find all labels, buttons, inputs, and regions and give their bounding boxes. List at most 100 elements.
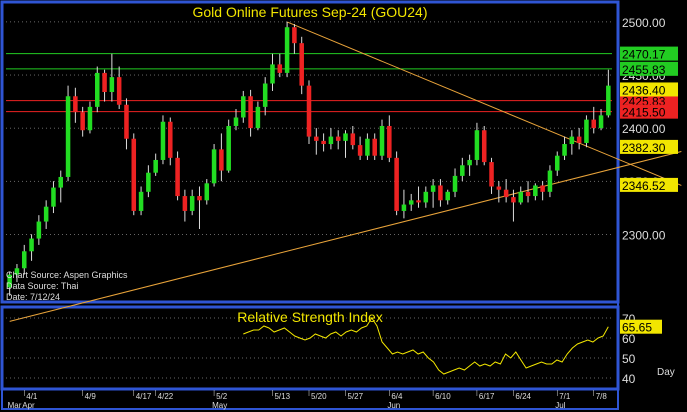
candle: [467, 154, 472, 176]
candle: [14, 264, 20, 283]
candle: [29, 234, 34, 261]
candle: [168, 117, 173, 166]
candle: [211, 144, 217, 187]
candle-body-down: [277, 64, 283, 73]
candle: [328, 128, 334, 150]
candle: [430, 179, 436, 208]
candle: [219, 133, 224, 182]
candle: [533, 183, 538, 201]
candle: [569, 130, 575, 155]
candle: [321, 133, 326, 152]
month-label: Jun: [387, 401, 400, 410]
candle-body-up: [241, 96, 246, 118]
date-tick-label: 5/13: [274, 392, 290, 401]
candle-body-up: [262, 83, 268, 107]
candle-body-up: [21, 251, 27, 269]
candle: [314, 128, 319, 155]
candle: [182, 189, 188, 222]
candle-body-up: [554, 155, 560, 171]
price-level-label: 2470.17: [622, 48, 666, 62]
candle: [73, 87, 78, 123]
price-level-label: 2415.50: [622, 106, 666, 120]
candle: [51, 181, 56, 214]
candle: [262, 77, 268, 116]
candle: [357, 136, 363, 160]
candle-body-up: [7, 274, 12, 288]
candle-body-down: [168, 121, 173, 158]
candle: [197, 186, 202, 229]
candle: [591, 106, 597, 134]
candle: [540, 181, 545, 201]
rsi-value-tag: [620, 319, 662, 334]
date-tick-label: 7/1: [559, 392, 571, 401]
candle: [460, 157, 465, 182]
x-axis-name: Day: [657, 367, 675, 378]
candle-body-up: [36, 221, 42, 239]
price-marker-tag: [620, 177, 678, 192]
candle: [87, 101, 93, 134]
candle-body-up: [65, 96, 71, 177]
date-tick-label: 6/4: [391, 392, 403, 401]
candle-body-down: [299, 43, 304, 86]
candle-body-up: [445, 191, 450, 201]
candle-body-up: [146, 172, 151, 192]
candle: [233, 108, 239, 131]
candle: [124, 98, 129, 150]
candle: [95, 66, 100, 113]
month-label: May: [212, 401, 227, 410]
month-label: Jul: [555, 401, 565, 410]
candle-body-down: [219, 149, 224, 171]
candle-body-up: [87, 106, 93, 131]
candle: [511, 189, 516, 222]
candle-body-down: [116, 77, 122, 105]
chart-info-source: Chart Source: Aspen Graphics: [6, 270, 128, 280]
candle: [153, 153, 158, 176]
price-marker-tag: [620, 82, 678, 97]
candle: [226, 119, 231, 173]
price-marker-label: 2436.40: [622, 83, 666, 97]
candle-body-up: [467, 159, 472, 166]
price-tick-label: 2400.00: [622, 122, 666, 136]
rsi-line: [243, 317, 609, 375]
month-label: Apr: [22, 401, 35, 410]
candle-body-up: [430, 185, 436, 192]
candlestick-series: [7, 21, 611, 296]
candle: [401, 189, 407, 219]
candle-body-up: [423, 191, 429, 203]
candle: [408, 193, 414, 211]
candle: [175, 151, 180, 201]
candle-body-up: [365, 138, 370, 156]
candle-body-up: [43, 206, 49, 222]
candle-body-up: [204, 183, 210, 201]
candle-body-down: [372, 138, 377, 156]
candle-body-up: [138, 191, 144, 211]
candle: [489, 157, 494, 194]
rsi-tick-label: 60: [622, 332, 636, 346]
candle-body-up: [460, 165, 465, 176]
candle-body-up: [598, 115, 604, 129]
candle: [576, 128, 582, 150]
candle-body-down: [394, 157, 399, 211]
candle: [518, 186, 523, 205]
trendline: [286, 21, 682, 186]
candle: [438, 179, 443, 207]
candle-body-down: [314, 136, 319, 141]
rsi-tick-label: 40: [622, 372, 636, 386]
date-tick-label: 4/1: [26, 392, 38, 401]
candle-body-down: [102, 72, 107, 93]
candle-body-up: [328, 136, 334, 145]
candle-body-up: [226, 125, 231, 171]
candle-body-up: [189, 196, 195, 211]
price-tick-label: 2500.00: [622, 16, 666, 30]
date-tick-label: 6/10: [435, 392, 451, 401]
candle: [606, 69, 611, 118]
candle: [58, 170, 64, 203]
candle-body-down: [481, 130, 487, 163]
candle: [423, 186, 429, 208]
candle: [335, 130, 341, 150]
candle: [481, 125, 487, 166]
candle-body-down: [576, 136, 582, 143]
date-tick-label: 4/9: [85, 392, 97, 401]
candle-body-down: [124, 104, 129, 139]
candle-body-down: [496, 186, 502, 190]
